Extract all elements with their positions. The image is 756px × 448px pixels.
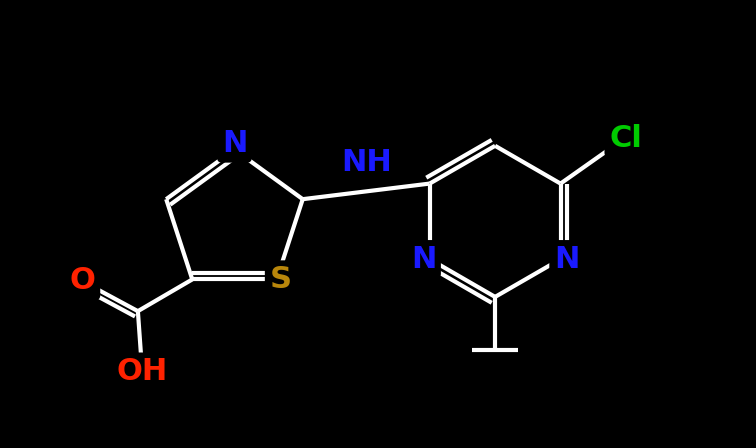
Text: O: O bbox=[70, 267, 96, 295]
Text: N: N bbox=[411, 245, 436, 274]
Text: Cl: Cl bbox=[609, 124, 642, 153]
Text: NH: NH bbox=[341, 148, 392, 177]
Text: N: N bbox=[222, 129, 247, 158]
Text: S: S bbox=[269, 265, 291, 294]
Text: N: N bbox=[554, 245, 579, 274]
Text: OH: OH bbox=[116, 357, 167, 386]
